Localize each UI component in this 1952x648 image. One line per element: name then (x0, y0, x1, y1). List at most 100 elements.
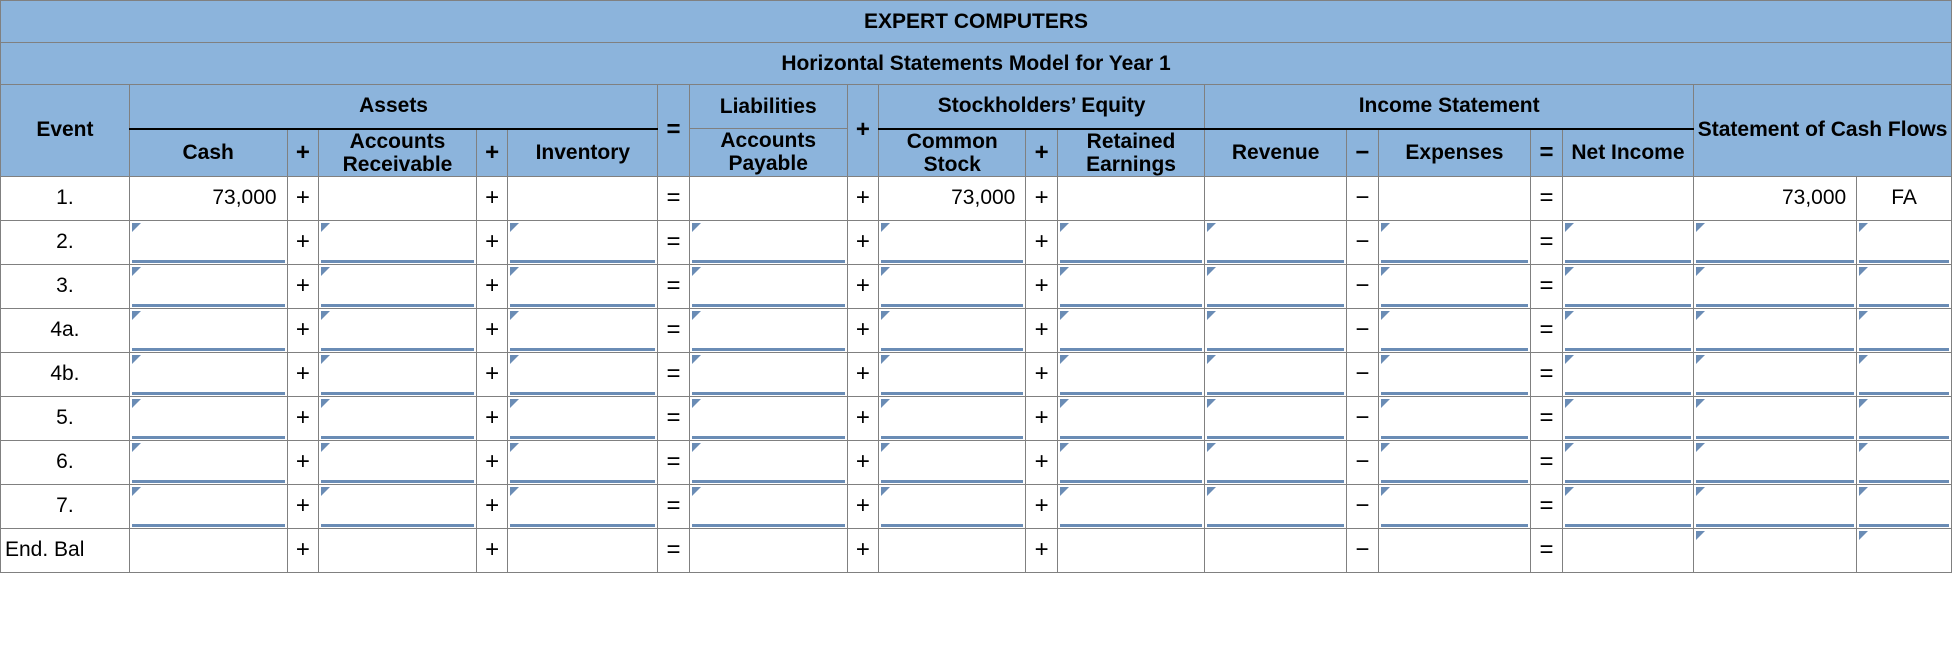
op-plus: + (287, 308, 319, 352)
ar-cell[interactable] (319, 264, 477, 308)
cash-cell[interactable] (129, 352, 287, 396)
ap-cell[interactable] (689, 396, 847, 440)
ap-cell[interactable] (689, 484, 847, 528)
re-cell[interactable] (1057, 396, 1204, 440)
op-plus: + (847, 396, 879, 440)
cs-cell[interactable] (879, 484, 1026, 528)
ap-cell[interactable] (689, 308, 847, 352)
op-equals: = (1531, 528, 1563, 572)
cf-amt-cell[interactable] (1694, 440, 1857, 484)
cash-cell[interactable] (129, 440, 287, 484)
cf-type-cell[interactable] (1857, 352, 1952, 396)
expenses-cell[interactable] (1378, 220, 1531, 264)
cs-cell[interactable] (879, 220, 1026, 264)
op-minus: − (1347, 352, 1379, 396)
cs-cell[interactable] (879, 308, 1026, 352)
op-equals: = (658, 264, 690, 308)
ap-cell[interactable] (689, 264, 847, 308)
cash-cell[interactable] (129, 220, 287, 264)
op-equals: = (1531, 129, 1563, 177)
cf-amt-cell[interactable] (1694, 396, 1857, 440)
inv-cell[interactable] (508, 308, 658, 352)
ni-cell[interactable] (1562, 308, 1693, 352)
expenses-cell[interactable] (1378, 484, 1531, 528)
event-cell: 2. (1, 220, 130, 264)
ni-cell[interactable] (1562, 484, 1693, 528)
revenue-cell[interactable] (1205, 352, 1347, 396)
cf-type-cell[interactable] (1857, 220, 1952, 264)
re-cell[interactable] (1057, 264, 1204, 308)
cf-amt-cell[interactable] (1694, 352, 1857, 396)
re-cell[interactable] (1057, 308, 1204, 352)
cf-type-cell[interactable] (1857, 308, 1952, 352)
cf-type-cell[interactable] (1857, 484, 1952, 528)
op-plus: + (847, 352, 879, 396)
inv-cell[interactable] (508, 484, 658, 528)
revenue-cell[interactable] (1205, 396, 1347, 440)
header-ar: Accounts Receivable (319, 129, 477, 177)
cs-cell[interactable] (879, 264, 1026, 308)
ap-cell[interactable] (689, 220, 847, 264)
revenue-cell[interactable] (1205, 484, 1347, 528)
table-row: 1.73,000++=+73,000+−=73,000FA (1, 176, 1952, 220)
ar-cell[interactable] (319, 220, 477, 264)
re-cell (1057, 176, 1204, 220)
endbal-expenses (1378, 528, 1531, 572)
ni-cell[interactable] (1562, 352, 1693, 396)
op-equals: = (658, 220, 690, 264)
inv-cell (508, 176, 658, 220)
op-plus: + (1026, 484, 1058, 528)
table-row: 3.++=++−= (1, 264, 1952, 308)
re-cell[interactable] (1057, 484, 1204, 528)
op-equals: = (658, 85, 690, 177)
re-cell[interactable] (1057, 440, 1204, 484)
inv-cell[interactable] (508, 264, 658, 308)
revenue-cell[interactable] (1205, 440, 1347, 484)
op-equals: = (658, 308, 690, 352)
cf-amt-cell[interactable] (1694, 220, 1857, 264)
table-subtitle: Horizontal Statements Model for Year 1 (1, 43, 1952, 85)
cs-cell[interactable] (879, 440, 1026, 484)
re-cell[interactable] (1057, 220, 1204, 264)
inv-cell[interactable] (508, 352, 658, 396)
inv-cell[interactable] (508, 396, 658, 440)
cash-cell[interactable] (129, 396, 287, 440)
ar-cell[interactable] (319, 396, 477, 440)
ar-cell[interactable] (319, 440, 477, 484)
expenses-cell[interactable] (1378, 264, 1531, 308)
op-plus: + (847, 220, 879, 264)
table-title: EXPERT COMPUTERS (1, 1, 1952, 43)
cash-cell[interactable] (129, 308, 287, 352)
ar-cell[interactable] (319, 352, 477, 396)
cs-cell[interactable] (879, 396, 1026, 440)
inv-cell[interactable] (508, 220, 658, 264)
expenses-cell[interactable] (1378, 396, 1531, 440)
inv-cell[interactable] (508, 440, 658, 484)
cf-type-cell[interactable] (1857, 264, 1952, 308)
cs-cell[interactable] (879, 352, 1026, 396)
cf-amt-cell[interactable] (1694, 484, 1857, 528)
cf-amt-cell[interactable] (1694, 308, 1857, 352)
revenue-cell[interactable] (1205, 308, 1347, 352)
expenses-cell[interactable] (1378, 308, 1531, 352)
ar-cell[interactable] (319, 308, 477, 352)
revenue-cell[interactable] (1205, 264, 1347, 308)
cf-type-cell[interactable] (1857, 396, 1952, 440)
ni-cell[interactable] (1562, 264, 1693, 308)
expenses-cell[interactable] (1378, 352, 1531, 396)
cf-type-cell[interactable] (1857, 440, 1952, 484)
ap-cell[interactable] (689, 352, 847, 396)
ni-cell[interactable] (1562, 396, 1693, 440)
cf-amt-cell[interactable] (1694, 264, 1857, 308)
ni-cell[interactable] (1562, 440, 1693, 484)
revenue-cell[interactable] (1205, 220, 1347, 264)
re-cell[interactable] (1057, 352, 1204, 396)
expenses-cell[interactable] (1378, 440, 1531, 484)
cash-cell[interactable] (129, 484, 287, 528)
ni-cell[interactable] (1562, 220, 1693, 264)
ap-cell[interactable] (689, 440, 847, 484)
ar-cell[interactable] (319, 484, 477, 528)
cash-cell[interactable] (129, 264, 287, 308)
endbal-cf-amt[interactable] (1694, 528, 1857, 572)
endbal-cf-type[interactable] (1857, 528, 1952, 572)
